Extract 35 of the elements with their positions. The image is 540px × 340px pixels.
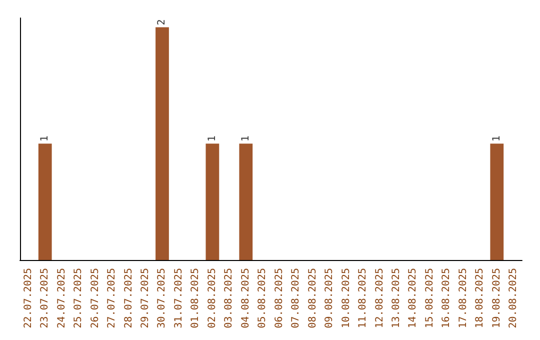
x-tick-label: 30.07.2025 (156, 268, 168, 328)
x-tick-label: 25.07.2025 (73, 268, 84, 328)
x-tick-label: 27.07.2025 (106, 268, 118, 328)
data-label: 1 (40, 136, 51, 142)
x-tick-label: 10.08.2025 (340, 268, 352, 328)
x-tick-label: 18.08.2025 (474, 268, 486, 328)
x-tick-label: 19.08.2025 (491, 268, 502, 328)
x-tick-label: 26.07.2025 (90, 268, 101, 328)
x-tick-label: 24.07.2025 (56, 268, 68, 328)
x-tick-label: 17.08.2025 (458, 268, 469, 328)
x-tick-label: 23.07.2025 (40, 268, 51, 328)
x-tick-label: 28.07.2025 (123, 268, 134, 328)
x-tick-label: 07.08.2025 (290, 268, 302, 328)
x-tick-label: 29.07.2025 (140, 268, 151, 328)
x-tick-label: 09.08.2025 (324, 268, 336, 328)
x-tick-label: 22.07.2025 (22, 268, 34, 328)
x-tick-label: 08.08.2025 (307, 268, 318, 328)
x-tick-label: 05.08.2025 (257, 268, 268, 328)
data-label: 1 (491, 136, 502, 142)
x-tick-label: 13.08.2025 (391, 268, 402, 328)
x-tick-label: 20.08.2025 (508, 268, 520, 328)
data-label: 1 (240, 136, 252, 142)
x-tick-label: 15.08.2025 (424, 268, 436, 328)
x-tick-label: 02.08.2025 (206, 268, 218, 328)
x-tick-label: 04.08.2025 (240, 268, 252, 328)
x-tick-label: 01.08.2025 (190, 268, 202, 328)
x-tick-label: 12.08.2025 (374, 268, 386, 328)
x-tick-label: 31.07.2025 (173, 268, 184, 328)
x-tick-label: 03.08.2025 (224, 268, 235, 328)
data-label: 2 (156, 19, 168, 26)
x-tick-label: 14.08.2025 (408, 268, 419, 328)
x-tick-label: 11.08.2025 (358, 268, 369, 328)
x-tick-label: 16.08.2025 (441, 268, 452, 328)
x-tick-label: 06.08.2025 (274, 268, 285, 328)
data-label: 1 (206, 136, 218, 142)
